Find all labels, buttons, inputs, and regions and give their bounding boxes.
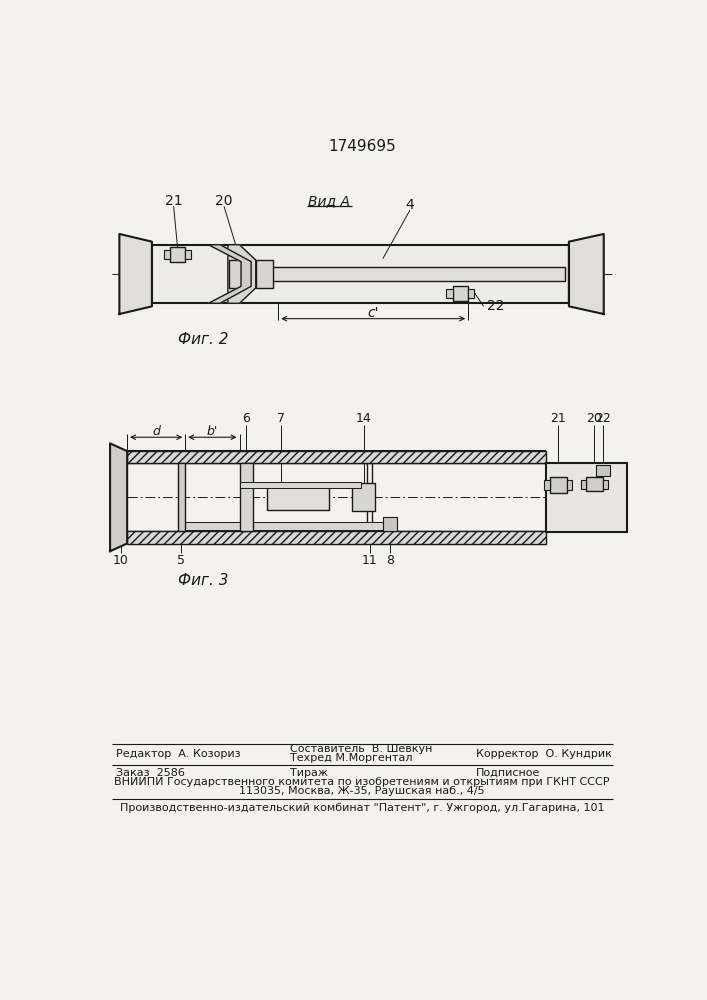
Text: c': c' <box>368 306 379 320</box>
Text: 14: 14 <box>356 412 371 425</box>
Text: 20: 20 <box>587 412 602 425</box>
Bar <box>383 517 397 531</box>
Bar <box>544 480 549 490</box>
Text: 10: 10 <box>113 554 129 567</box>
Text: 11: 11 <box>362 554 378 567</box>
Text: Тираж: Тираж <box>290 768 328 778</box>
Text: 5: 5 <box>177 554 185 567</box>
Bar <box>603 480 609 489</box>
Text: 20: 20 <box>215 194 233 208</box>
Text: d: d <box>152 425 160 438</box>
Bar <box>267 485 329 510</box>
Bar <box>127 451 546 463</box>
Bar <box>240 463 253 531</box>
Text: Вид А: Вид А <box>308 194 350 208</box>
Text: ВНИИПИ Государственного комитета по изобретениям и открытиям при ГКНТ СССР: ВНИИПИ Государственного комитета по изоб… <box>115 777 609 787</box>
Bar <box>177 522 389 530</box>
Text: 22: 22 <box>595 412 611 425</box>
Bar <box>152 245 569 303</box>
Text: 1749695: 1749695 <box>328 139 396 154</box>
Text: Составитель  В. Шевкун: Составитель В. Шевкун <box>290 744 432 754</box>
Polygon shape <box>110 443 127 551</box>
Bar <box>163 250 170 259</box>
Polygon shape <box>228 245 256 303</box>
Bar <box>170 247 185 262</box>
Polygon shape <box>209 245 251 303</box>
Text: Подписное: Подписное <box>476 768 540 778</box>
Bar <box>549 477 566 493</box>
Bar <box>177 463 185 531</box>
Bar <box>546 463 627 532</box>
Text: Заказ  2586: Заказ 2586 <box>115 768 185 778</box>
Bar <box>240 267 565 281</box>
Bar <box>256 260 273 288</box>
Text: 21: 21 <box>165 194 182 208</box>
Polygon shape <box>119 234 152 314</box>
Text: Техред М.Моргентал: Техред М.Моргентал <box>290 753 412 763</box>
Text: 8: 8 <box>386 554 394 567</box>
Bar <box>352 483 375 511</box>
Bar <box>580 480 586 489</box>
Text: Корректор  О. Кундрик: Корректор О. Кундрик <box>476 749 612 759</box>
Text: 21: 21 <box>550 412 566 425</box>
Text: Фиг. 3: Фиг. 3 <box>177 573 228 588</box>
Text: 7: 7 <box>276 412 285 425</box>
Bar <box>566 480 572 490</box>
Bar <box>127 531 546 544</box>
Circle shape <box>239 262 264 286</box>
Text: 22: 22 <box>486 299 504 313</box>
Bar <box>230 260 247 288</box>
Text: Редактор  А. Козориз: Редактор А. Козориз <box>115 749 240 759</box>
Bar <box>452 286 468 301</box>
Text: Фиг. 2: Фиг. 2 <box>177 332 228 347</box>
Text: b': b' <box>206 425 218 438</box>
Text: Производственно-издательский комбинат "Патент", г. Ужгород, ул.Гагарина, 101: Производственно-издательский комбинат "П… <box>119 803 604 813</box>
Polygon shape <box>569 234 604 314</box>
Bar <box>596 465 610 476</box>
Bar <box>240 482 361 488</box>
Bar <box>586 477 603 491</box>
Text: 4: 4 <box>406 198 414 212</box>
Text: 6: 6 <box>243 412 250 425</box>
Bar <box>446 289 452 298</box>
Bar <box>468 289 474 298</box>
Text: 113035, Москва, Ж-35, Раушская наб., 4/5: 113035, Москва, Ж-35, Раушская наб., 4/5 <box>239 786 485 796</box>
Bar <box>185 250 192 259</box>
